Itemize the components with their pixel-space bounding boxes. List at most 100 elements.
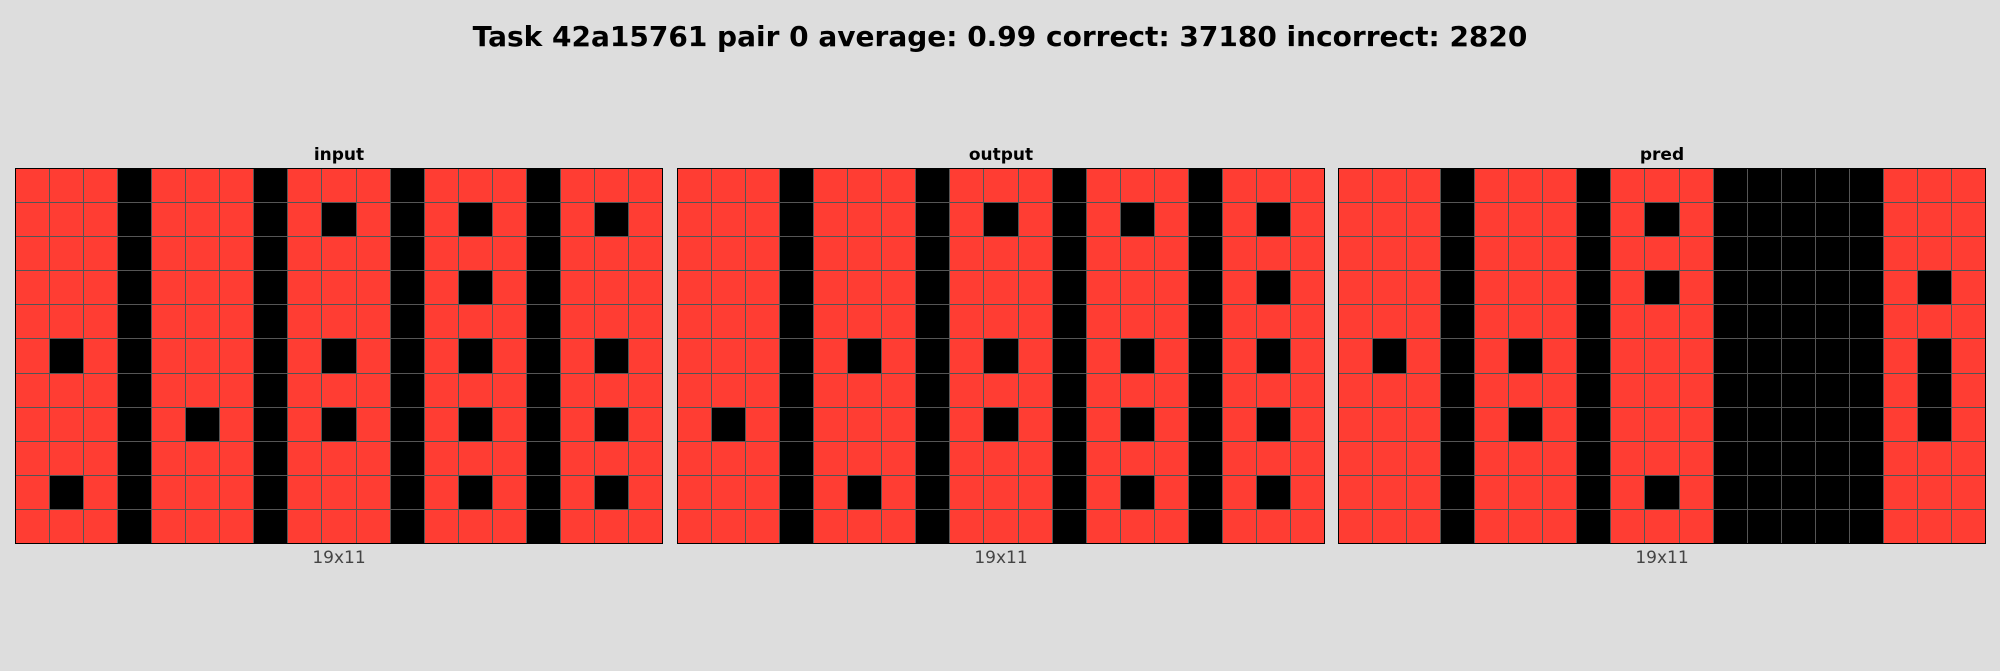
grid-cell-red: [678, 271, 712, 305]
grid-cell-black: [780, 271, 814, 305]
grid-cell-black: [1781, 169, 1815, 203]
grid-cell-red: [1018, 373, 1052, 407]
grid-cell-black: [1256, 407, 1290, 441]
grid-cell-red: [746, 169, 780, 203]
grid-cell-red: [1679, 305, 1713, 339]
grid-cell-red: [1373, 475, 1407, 509]
grid-cell-black: [1713, 169, 1747, 203]
grid-cell-red: [1222, 203, 1256, 237]
grid-cell-red: [424, 271, 458, 305]
grid-cell-red: [1509, 373, 1543, 407]
grid-cell-red: [814, 339, 848, 373]
grid-cell-red: [186, 373, 220, 407]
grid-cell-black: [1781, 373, 1815, 407]
grid-cell-red: [1018, 271, 1052, 305]
grid-cell-red: [882, 373, 916, 407]
grid-cell-red: [594, 441, 628, 475]
grid-cell-black: [1577, 271, 1611, 305]
grid-cell-black: [390, 271, 424, 305]
grid-cell-red: [1154, 339, 1188, 373]
grid-cell-black: [916, 509, 950, 543]
grid-cell-red: [458, 169, 492, 203]
grid-cell-red: [220, 305, 254, 339]
grid-cell-black: [1120, 339, 1154, 373]
grid-cell-red: [1407, 305, 1441, 339]
grid-cell-black: [1713, 373, 1747, 407]
grid-cell-red: [1018, 237, 1052, 271]
grid-cell-black: [1188, 339, 1222, 373]
grid-cell-red: [1679, 203, 1713, 237]
grid-cell-red: [1645, 407, 1679, 441]
grid-cell-red: [1679, 475, 1713, 509]
grid-cell-red: [152, 407, 186, 441]
grid-cell-red: [1883, 339, 1917, 373]
grid-cell-red: [1339, 407, 1373, 441]
grid-cell-red: [950, 407, 984, 441]
grid-cell-red: [1256, 373, 1290, 407]
grid-cell-black: [254, 237, 288, 271]
grid-cell-black: [1815, 339, 1849, 373]
grid-cell-black: [526, 407, 560, 441]
grid-cell-red: [1543, 441, 1577, 475]
grid-cell-red: [1475, 237, 1509, 271]
grid-cell-red: [712, 339, 746, 373]
grid-cell-red: [1883, 407, 1917, 441]
grid-cell-black: [1052, 305, 1086, 339]
grid-cell-red: [1951, 237, 1985, 271]
grid-cell-red: [1086, 237, 1120, 271]
grid-cell-black: [1441, 237, 1475, 271]
grid-cell-red: [1290, 339, 1324, 373]
grid-cell-red: [712, 237, 746, 271]
grid-cell-red: [152, 237, 186, 271]
grid-cell-red: [16, 203, 50, 237]
grid-cell-black: [322, 339, 356, 373]
grid-cell-red: [882, 305, 916, 339]
grid-cell-red: [1154, 475, 1188, 509]
grid-cell-red: [1339, 509, 1373, 543]
grid-cell-red: [560, 203, 594, 237]
grid-cell-black: [1188, 407, 1222, 441]
grid-cell-red: [1222, 237, 1256, 271]
grid-cell-red: [186, 475, 220, 509]
grid-cell-red: [356, 203, 390, 237]
grid-cell-black: [1645, 271, 1679, 305]
grid-cell-red: [882, 475, 916, 509]
grid-cell-black: [1188, 475, 1222, 509]
grid-cell-black: [1577, 373, 1611, 407]
grid-cell-red: [1154, 203, 1188, 237]
grid-cell-black: [1441, 169, 1475, 203]
grid-cell-black: [712, 407, 746, 441]
grid-cell-black: [254, 475, 288, 509]
grid-cell-black: [916, 169, 950, 203]
grid-cell-red: [814, 441, 848, 475]
grid-cell-red: [1475, 339, 1509, 373]
input-grid: [15, 168, 663, 544]
grid-cell-red: [288, 237, 322, 271]
grid-cell-red: [1917, 169, 1951, 203]
grid-cell-black: [390, 339, 424, 373]
grid-cell-red: [746, 339, 780, 373]
grid-cell-red: [356, 441, 390, 475]
grid-cell-red: [848, 305, 882, 339]
grid-cell-red: [1373, 237, 1407, 271]
grid-cell-black: [780, 203, 814, 237]
grid-cell-red: [594, 373, 628, 407]
grid-cell-red: [1086, 271, 1120, 305]
grid-cell-red: [1645, 305, 1679, 339]
grid-cell-red: [746, 305, 780, 339]
grid-cell-red: [492, 237, 526, 271]
grid-cell-red: [186, 305, 220, 339]
grid-cell-black: [1052, 271, 1086, 305]
grid-cell-black: [50, 339, 84, 373]
grid-cell-red: [1611, 407, 1645, 441]
grid-cell-red: [1290, 305, 1324, 339]
grid-cell-red: [848, 407, 882, 441]
pred-grid: [1338, 168, 1986, 544]
grid-cell-red: [1645, 339, 1679, 373]
grid-cell-red: [322, 305, 356, 339]
grid-cell-red: [678, 203, 712, 237]
grid-cell-red: [950, 305, 984, 339]
grid-cell-red: [1407, 237, 1441, 271]
grid-cell-red: [288, 271, 322, 305]
grid-cell-red: [678, 305, 712, 339]
